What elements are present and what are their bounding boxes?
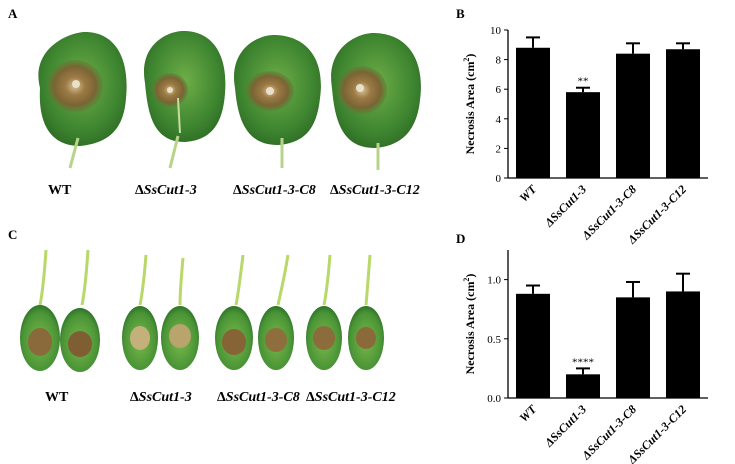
leaf-sscut1-3-c8 bbox=[234, 34, 321, 168]
photo-label-sscut1-3: ΔSsCut1-3 bbox=[135, 183, 197, 198]
y-tick-label: 2 bbox=[496, 143, 502, 155]
bar bbox=[516, 47, 550, 178]
leaf-pair-sscut1-3-c12 bbox=[306, 254, 384, 370]
y-tick-label: 0 bbox=[496, 173, 502, 185]
x-tick-label: ΔSsCut1-3 bbox=[541, 182, 589, 230]
panel-letter-a: A bbox=[8, 6, 18, 21]
leaf-sscut1-3-c12 bbox=[331, 32, 421, 170]
photo-label-c-sscut1-3: ΔSsCut1-3 bbox=[130, 390, 192, 405]
lesion bbox=[265, 328, 287, 352]
significance-label: **** bbox=[572, 356, 594, 368]
lesion bbox=[68, 331, 92, 357]
bar bbox=[566, 374, 600, 398]
panel-letter-d: D bbox=[456, 231, 466, 246]
y-axis-label: Necrosis Area (cm2) bbox=[462, 54, 477, 155]
panel-letter-b: B bbox=[456, 6, 465, 21]
bar bbox=[616, 53, 650, 178]
lesion bbox=[130, 326, 150, 350]
bar bbox=[566, 92, 600, 178]
x-tick-label: WT bbox=[516, 402, 539, 425]
panel-letter-c: C bbox=[8, 227, 18, 242]
leaf-pair-sscut1-3 bbox=[122, 254, 199, 370]
photo-label-c-sscut1-3-c8: ΔSsCut1-3-C8 bbox=[217, 390, 300, 405]
y-tick-label: 0.5 bbox=[487, 334, 501, 346]
significance-label: ** bbox=[578, 76, 589, 88]
y-tick-label: 1.0 bbox=[487, 275, 501, 287]
photo-label-c-wt: WT bbox=[45, 390, 69, 405]
y-tick-label: 6 bbox=[496, 84, 502, 96]
bar bbox=[516, 293, 550, 398]
y-tick-label: 0.0 bbox=[487, 393, 501, 405]
photo-label-sscut1-3-c8: ΔSsCut1-3-C8 bbox=[233, 183, 316, 198]
leaf-pair-wt bbox=[20, 249, 100, 372]
leaf-wt bbox=[38, 32, 127, 169]
leaf-sscut1-3 bbox=[144, 30, 226, 169]
bar bbox=[666, 49, 700, 179]
leaf-pair-sscut1-3-c8 bbox=[215, 254, 294, 370]
bar bbox=[616, 297, 650, 398]
y-tick-label: 8 bbox=[496, 55, 502, 67]
x-tick-label: WT bbox=[516, 182, 539, 205]
lesion bbox=[313, 326, 335, 350]
y-tick-label: 10 bbox=[490, 25, 502, 37]
leaf-photo-panel-c bbox=[20, 249, 384, 372]
photo-label-c-sscut1-3-c12: ΔSsCut1-3-C12 bbox=[306, 390, 396, 405]
bar bbox=[666, 291, 700, 398]
bar-chart-d: 0.0 0.5 1.0 Necrosis Area (cm2) WT **** ΔSsCut… bbox=[462, 250, 708, 464]
leaf-photo-panel-a bbox=[38, 30, 421, 170]
lesion bbox=[356, 327, 376, 349]
lesion bbox=[28, 328, 52, 356]
lesion bbox=[222, 329, 246, 355]
x-tick-label: ΔSsCut1-3 bbox=[541, 402, 589, 450]
photo-label-sscut1-3-c12: ΔSsCut1-3-C12 bbox=[330, 183, 420, 198]
photo-label-wt: WT bbox=[48, 183, 72, 198]
y-tick-label: 4 bbox=[496, 114, 502, 126]
y-axis-label: Necrosis Area (cm2) bbox=[462, 274, 477, 375]
lesion bbox=[169, 324, 191, 348]
